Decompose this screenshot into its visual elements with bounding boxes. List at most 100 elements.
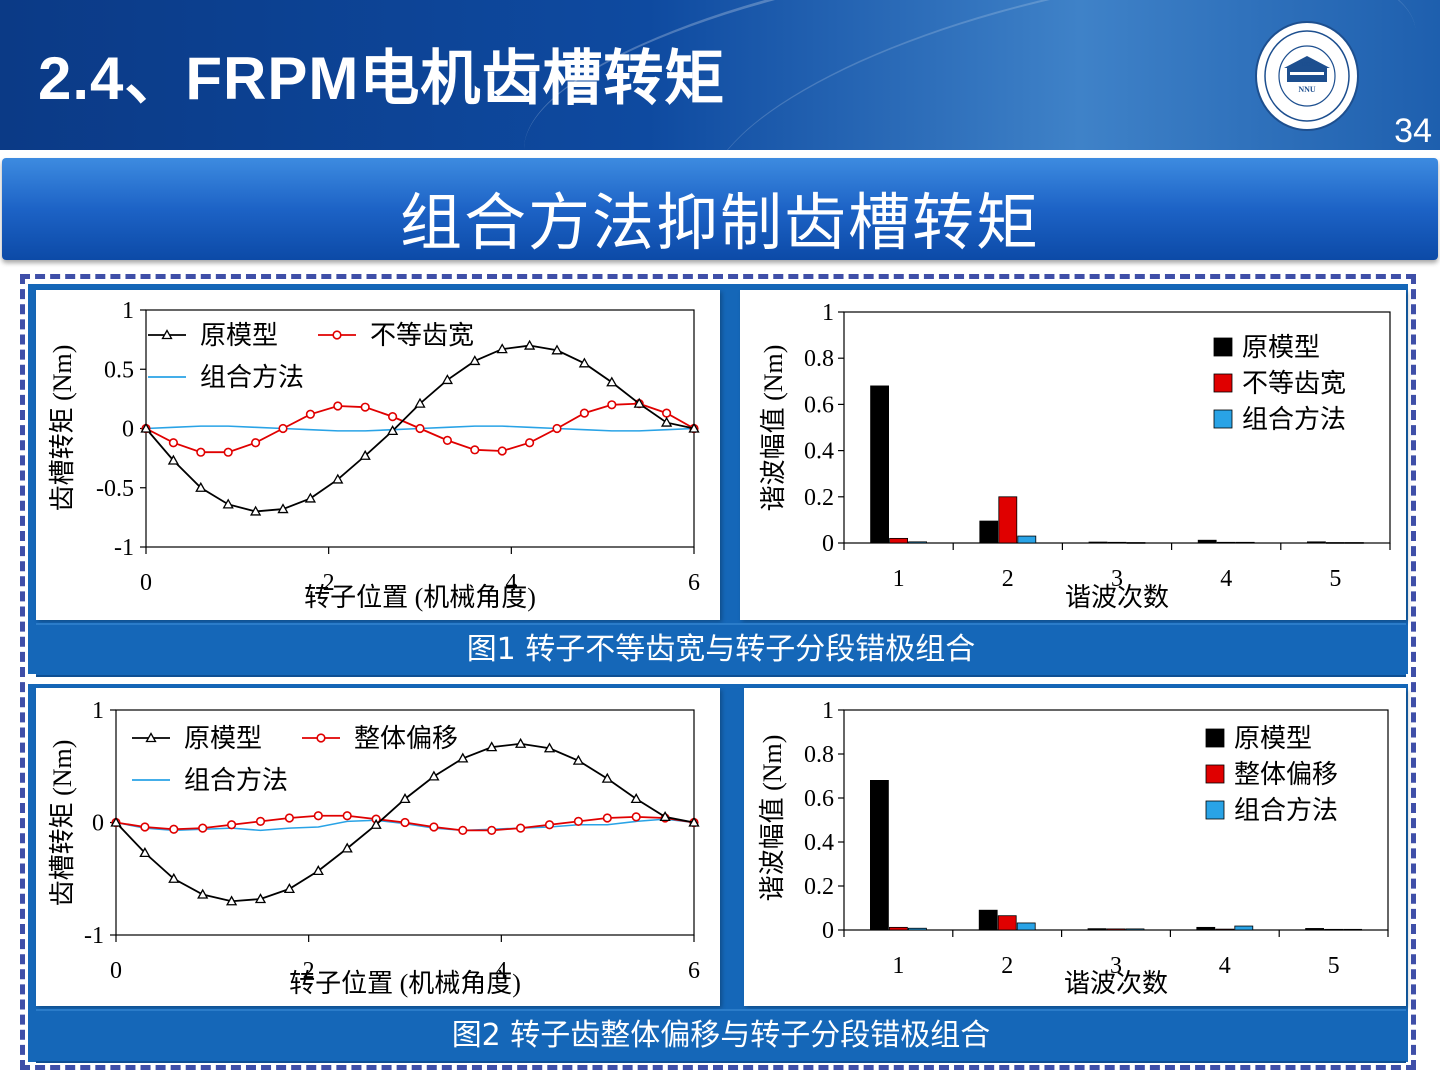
legend-label: 组合方法 <box>1242 405 1346 434</box>
data-point <box>497 446 507 456</box>
legend-label: 原模型 <box>184 724 262 753</box>
bar <box>1215 928 1235 931</box>
data-point <box>251 438 261 448</box>
bar <box>1324 928 1343 931</box>
legend-label: 整体偏移 <box>354 724 458 753</box>
bar <box>1305 928 1324 931</box>
y-tick-label: 0.8 <box>804 742 834 768</box>
data-point <box>333 401 343 411</box>
data-point <box>523 339 536 350</box>
data-point <box>304 492 317 503</box>
data-point <box>197 888 209 899</box>
data-point <box>305 409 316 419</box>
data-point <box>469 355 481 366</box>
data-point <box>487 825 497 835</box>
legend-marker <box>145 732 157 743</box>
y-tick-label: 1 <box>822 300 834 326</box>
data-point <box>525 438 535 448</box>
y-tick-label: 0.5 <box>104 357 134 383</box>
data-point <box>441 374 454 385</box>
bar <box>998 496 1018 544</box>
y-tick-label: -0.5 <box>96 476 134 502</box>
data-point <box>400 817 410 828</box>
legend-marker <box>332 330 342 340</box>
data-point <box>140 422 152 433</box>
legend-swatch <box>1213 409 1233 429</box>
bar <box>1307 541 1326 544</box>
y-axis-label: 齿槽转矩 (Nm) <box>48 740 77 907</box>
data-point <box>255 816 266 826</box>
data-point <box>359 449 371 460</box>
bar <box>1107 541 1127 544</box>
data-point <box>606 376 618 387</box>
legend-label: 整体偏移 <box>1234 760 1338 789</box>
bar <box>1326 542 1345 544</box>
bar <box>1235 541 1255 544</box>
data-point <box>442 435 453 445</box>
data-point <box>633 397 645 408</box>
x-tick-label: 2 <box>323 570 335 596</box>
bar <box>1106 928 1126 931</box>
legend-label: 原模型 <box>1234 724 1312 753</box>
data-point <box>278 423 288 434</box>
data-point <box>516 823 526 833</box>
figure1-waveform-panel: 1 0.5 0 -0.5 -1 0 2 4 6 原模型 不等齿宽 组合方法 转子位置 (机械角度) 齿槽转… <box>36 290 720 620</box>
x-tick-label: 4 <box>505 570 517 596</box>
bar <box>978 909 998 931</box>
data-point <box>660 416 673 427</box>
svg-text:NNU: NNU <box>1298 85 1316 94</box>
data-point <box>552 423 562 434</box>
data-point <box>254 893 267 904</box>
x-tick-label: 5 <box>1328 953 1340 979</box>
bar <box>1197 539 1217 544</box>
data-point <box>110 816 122 827</box>
data-point <box>342 811 352 821</box>
legend-label: 原模型 <box>1242 333 1320 362</box>
x-tick-label: 2 <box>303 958 315 984</box>
x-tick-label: 4 <box>1219 953 1231 979</box>
x-tick-label: 1 <box>893 566 905 592</box>
bar <box>1016 922 1036 931</box>
data-point <box>470 445 480 455</box>
x-tick-label: 4 <box>1220 566 1232 592</box>
legend-label: 原模型 <box>200 321 278 350</box>
data-point <box>457 752 469 763</box>
data-point <box>196 447 206 457</box>
bar <box>1216 541 1236 544</box>
legend-marker <box>316 733 326 743</box>
data-point <box>313 811 323 821</box>
x-axis-label: 谐波次数 <box>1064 969 1168 998</box>
data-point <box>514 737 527 748</box>
data-point <box>688 816 700 827</box>
data-point <box>659 811 671 822</box>
x-tick-label: 2 <box>1001 953 1013 979</box>
x-tick-label: 0 <box>110 958 122 984</box>
bar <box>1125 928 1145 931</box>
y-tick-label: 0.2 <box>804 874 834 900</box>
y-tick-label: 0.4 <box>804 439 834 465</box>
data-point <box>578 357 591 368</box>
data-point <box>688 422 700 433</box>
figure2-caption: 图2 转子齿整体偏移与转子分段错极组合 <box>36 1009 1406 1063</box>
banner-title: 组合方法抑制齿槽转矩 <box>399 186 1040 259</box>
legend-swatch <box>1205 800 1225 820</box>
y-tick-label: 0.6 <box>804 392 834 418</box>
data-point <box>543 742 556 753</box>
data-point <box>370 818 382 829</box>
bar <box>1088 541 1108 544</box>
data-point <box>312 865 324 876</box>
y-tick-label: 0.2 <box>804 485 834 511</box>
y-axis-label: 齿槽转矩 (Nm) <box>48 345 77 512</box>
svg-text:1902: 1902 <box>1301 62 1313 68</box>
x-tick-label: 5 <box>1329 566 1341 592</box>
y-tick-label: 0 <box>822 531 834 557</box>
y-tick-label: 1 <box>122 298 134 324</box>
data-point <box>223 447 233 457</box>
data-point <box>225 895 238 906</box>
legend-marker <box>161 329 173 340</box>
bar <box>1087 928 1107 931</box>
legend-label: 不等齿宽 <box>1242 369 1346 398</box>
